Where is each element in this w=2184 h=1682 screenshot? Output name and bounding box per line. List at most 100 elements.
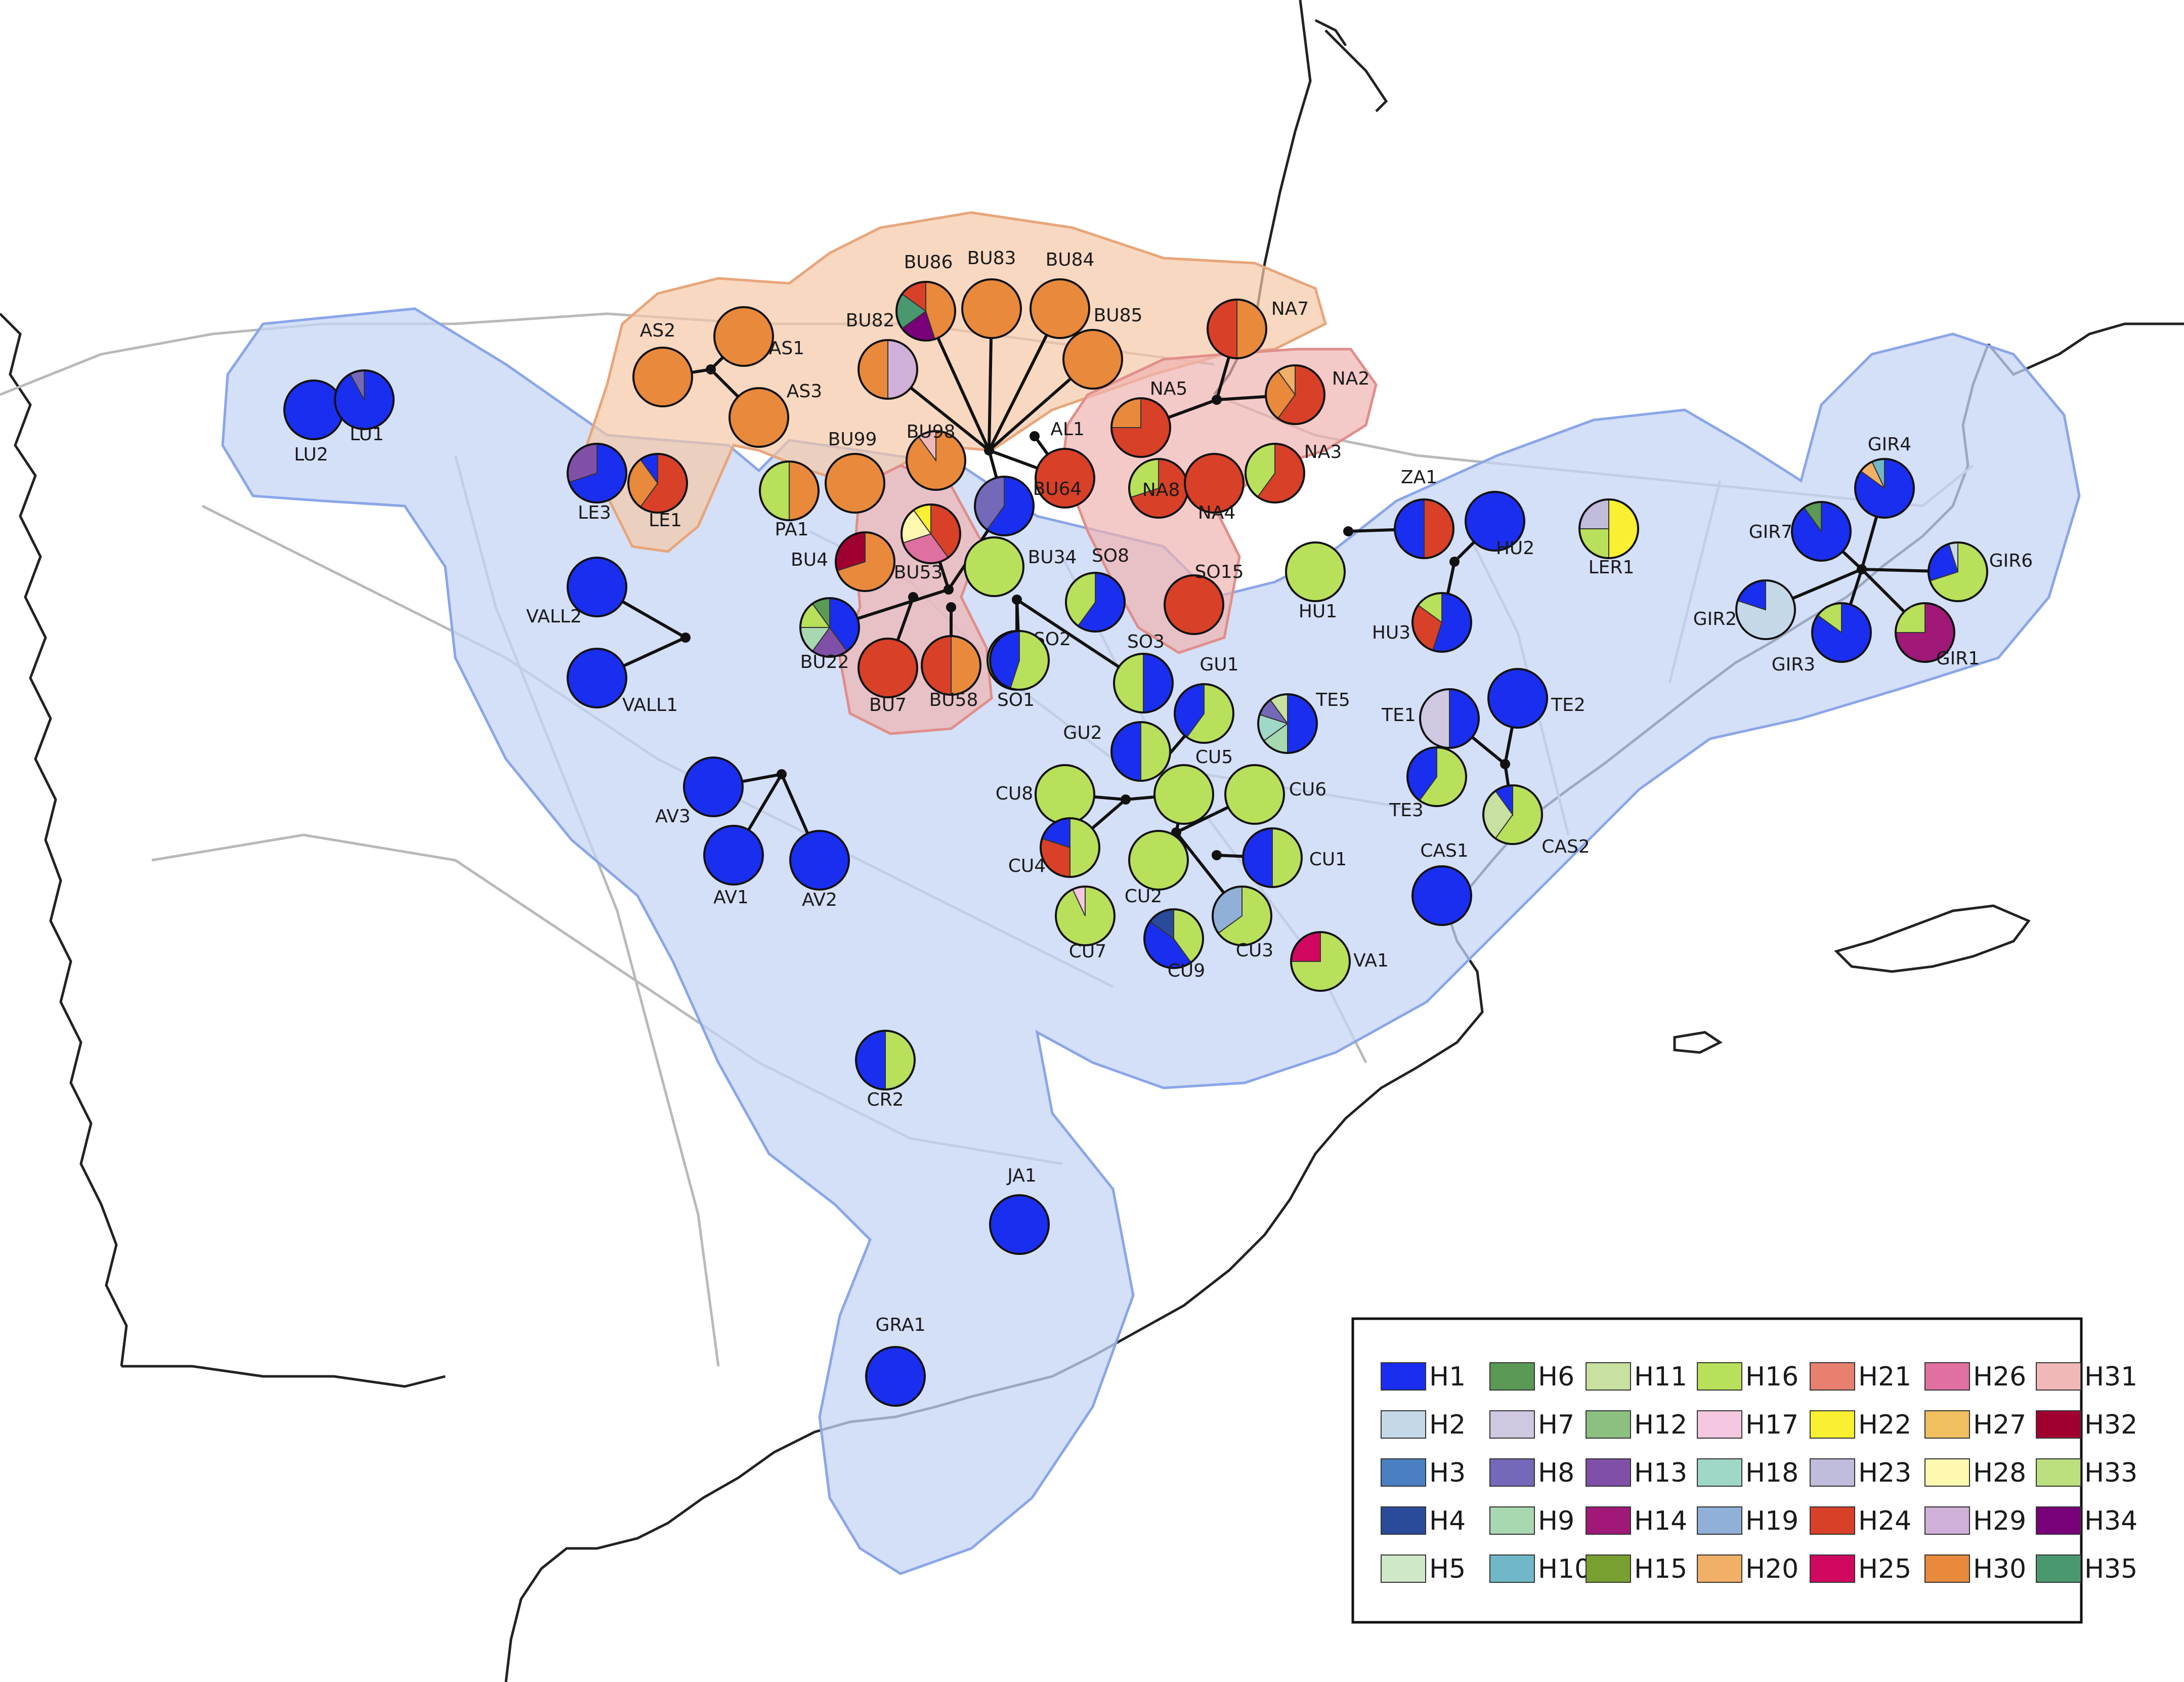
hub-node: [1343, 526, 1353, 536]
population-label: CR2: [867, 1089, 904, 1110]
pie-slice-h1: [567, 557, 627, 617]
pie-slice-h16: [1035, 764, 1095, 825]
link-cu8: [1094, 795, 1126, 801]
link-te1: [1471, 736, 1506, 766]
pie-outline: [799, 597, 860, 658]
pie-outline: [1811, 602, 1872, 663]
pie-outline: [627, 453, 688, 514]
population-label: CU9: [1168, 960, 1205, 981]
pie-na3: NA3: [1245, 442, 1342, 503]
legend-label: H8: [1538, 1458, 1574, 1488]
population-label: AS2: [640, 320, 675, 341]
pie-slice-h1: [789, 830, 850, 891]
pie-cu6: CU6: [1224, 764, 1326, 825]
pie-as1: AS1: [713, 306, 804, 367]
legend-item-h4: H4: [1381, 1506, 1466, 1536]
pie-gir1: GIR1: [1895, 602, 1980, 669]
pie-outline: [1257, 693, 1318, 754]
legend-item-h15: H15: [1586, 1554, 1687, 1584]
pie-slice-h1: [283, 380, 344, 440]
legend-swatch: [1489, 1362, 1535, 1391]
pie-gu2: GU2: [1063, 721, 1171, 782]
legend-label: H27: [1973, 1410, 2026, 1440]
legend-label: H5: [1429, 1554, 1466, 1584]
pie-so15: SO15: [1164, 562, 1244, 635]
link-vall1: [623, 636, 687, 667]
pie-te2: TE2: [1487, 668, 1586, 729]
pie-slice-h30: [729, 387, 789, 448]
legend-swatch: [1697, 1458, 1742, 1487]
pie-so8: SO8: [1065, 545, 1129, 633]
pie-bu7: BU7: [858, 638, 918, 716]
pie-gir4: GIR4: [1854, 434, 1915, 519]
legend-swatch: [1489, 1554, 1535, 1583]
link-as3: [709, 368, 740, 398]
legend-item-h18: H18: [1697, 1458, 1798, 1488]
pie-so1: SO1: [989, 630, 1050, 710]
legend-item-h11: H11: [1586, 1362, 1687, 1392]
legend-label: H34: [2084, 1506, 2137, 1536]
population-label: CU2: [1125, 886, 1162, 907]
pie-av1: AV1: [703, 825, 764, 908]
pie-slice-h1: [865, 1346, 926, 1407]
legend-item-h31: H31: [2036, 1362, 2137, 1392]
pie-slice-h1: [683, 756, 744, 817]
pie-bu58: BU58: [921, 635, 981, 710]
population-label: SO3: [1127, 632, 1165, 652]
legend-item-h14: H14: [1586, 1506, 1687, 1536]
hub-node: [1857, 564, 1867, 574]
pie-slice-h30: [825, 453, 885, 514]
population-label: LE1: [649, 510, 682, 531]
population-label: BU83: [967, 248, 1016, 269]
link-bu85: [988, 377, 1072, 452]
legend-label: H12: [1634, 1410, 1687, 1440]
legend-item-h22: H22: [1810, 1410, 1911, 1440]
pie-av3: AV3: [655, 756, 744, 827]
link-av2: [780, 773, 809, 834]
pie-le3: LE3: [567, 443, 627, 523]
link-cu3: [1175, 831, 1225, 894]
legend-label: H7: [1538, 1410, 1574, 1440]
pie-outline: [334, 369, 395, 430]
pie-av2: AV2: [789, 830, 850, 910]
population-label: JA1: [1006, 1165, 1037, 1186]
legend-item-h21: H21: [1810, 1362, 1911, 1392]
pie-outline: [1110, 721, 1171, 782]
hub-node: [777, 769, 787, 779]
legend-item-h17: H17: [1697, 1410, 1798, 1440]
legend-item-h10: H10: [1489, 1554, 1591, 1584]
legend-swatch: [2036, 1458, 2081, 1487]
population-label: VALL2: [526, 606, 582, 627]
pie-na8: NA8: [1128, 458, 1189, 519]
pie-bu83: BU83: [961, 248, 1022, 339]
pie-te5: TE5: [1257, 690, 1350, 754]
legend-swatch: [1810, 1410, 1855, 1439]
population-label: NA5: [1150, 379, 1187, 399]
population-label: TE5: [1315, 690, 1350, 710]
pie-cu4: CU4: [1008, 817, 1100, 878]
pie-slice-h24: [1164, 574, 1224, 635]
population-pies: LU2 LU1 AS2 AS1 AS3 BU86 BU83 BU84 BU82 BU85 NA7 LE…: [283, 248, 2033, 1407]
population-label: GU2: [1063, 723, 1102, 743]
legend-item-h26: H26: [1924, 1362, 2026, 1392]
pie-outline: [921, 635, 981, 696]
legend-label: H10: [1538, 1554, 1591, 1584]
pie-cr2: CR2: [855, 1030, 916, 1110]
population-label: BU58: [929, 690, 978, 710]
population-label: BU98: [907, 422, 956, 442]
legend-item-h32: H32: [2036, 1410, 2137, 1440]
population-label: CU5: [1195, 747, 1233, 768]
pie-bu84: BU84: [1030, 249, 1094, 339]
population-label: GIR1: [1936, 648, 1980, 669]
legend-item-h24: H24: [1810, 1506, 1911, 1536]
legend-label: H20: [1745, 1554, 1798, 1584]
link-gir6: [1861, 568, 1929, 573]
population-label: CU3: [1236, 940, 1273, 961]
legend-swatch: [1586, 1554, 1631, 1583]
population-label: AS1: [769, 338, 804, 359]
pie-ler1: LER1: [1578, 498, 1639, 578]
population-label: AS3: [787, 381, 822, 402]
population-label: NA4: [1198, 502, 1235, 523]
pie-outline: [1242, 827, 1303, 888]
